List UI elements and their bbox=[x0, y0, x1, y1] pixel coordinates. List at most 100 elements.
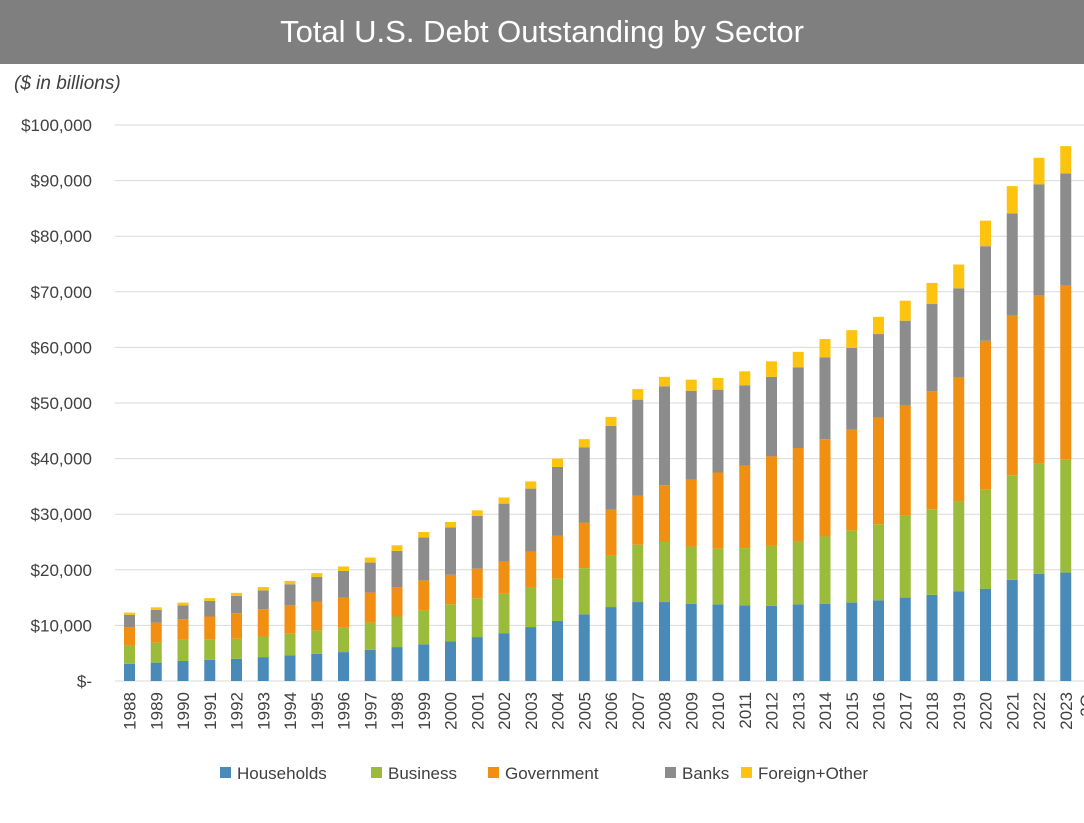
x-tick-label: 2020 bbox=[977, 692, 996, 730]
bar-banks bbox=[284, 584, 296, 606]
x-tick-label: 1992 bbox=[228, 692, 247, 730]
bar-banks bbox=[739, 385, 751, 466]
bar-business bbox=[231, 638, 242, 659]
bar-banks bbox=[712, 389, 724, 473]
bar-foreign-other bbox=[605, 416, 617, 426]
bar-households bbox=[1006, 579, 1018, 681]
bar-foreign-other bbox=[124, 612, 135, 615]
bar-households bbox=[391, 647, 403, 681]
x-tick-label: 2010 bbox=[709, 692, 728, 730]
bar-banks bbox=[418, 537, 430, 581]
bar-government bbox=[124, 627, 135, 646]
bar-foreign-other bbox=[552, 458, 563, 467]
bar-foreign-other bbox=[391, 545, 403, 551]
bar-households bbox=[873, 600, 884, 681]
bar-government bbox=[685, 479, 697, 547]
bar-foreign-other bbox=[1060, 146, 1072, 174]
legend-swatch bbox=[220, 767, 231, 778]
bar-banks bbox=[632, 399, 644, 496]
bar-foreign-other bbox=[792, 351, 804, 368]
bar-business bbox=[605, 555, 617, 608]
y-tick-label: $40,000 bbox=[31, 450, 92, 469]
bar-households bbox=[712, 604, 724, 681]
x-axis-tick-labels: 1988 1989 1990 1991 1992 1993 1994 1995 1996 1997… bbox=[121, 692, 1084, 730]
bar-banks bbox=[873, 334, 884, 418]
legend-label: Business bbox=[388, 764, 457, 783]
bar-government bbox=[953, 377, 965, 502]
legend-label: Government bbox=[505, 764, 599, 783]
bar-business bbox=[1006, 475, 1018, 580]
bar-households bbox=[1033, 573, 1045, 681]
legend-label: Foreign+Other bbox=[758, 764, 868, 783]
x-tick-label: 2009 bbox=[682, 692, 701, 730]
bar-households bbox=[846, 602, 858, 681]
x-tick-label: 2015 bbox=[843, 692, 862, 730]
bar-government bbox=[284, 605, 296, 634]
bar-foreign-other bbox=[498, 497, 510, 504]
x-tick-label: 1999 bbox=[415, 692, 434, 730]
bar-government bbox=[792, 448, 804, 542]
legend-swatch bbox=[665, 767, 676, 778]
bar-business bbox=[926, 509, 938, 595]
bar-households bbox=[578, 614, 590, 681]
bar-foreign-other bbox=[712, 377, 724, 390]
bar-government bbox=[632, 495, 644, 545]
y-tick-label: $60,000 bbox=[31, 338, 92, 357]
bar-government bbox=[1006, 315, 1018, 476]
bar-banks bbox=[659, 386, 670, 486]
x-tick-label: 1998 bbox=[388, 692, 407, 730]
bar-households bbox=[525, 627, 537, 681]
x-tick-label: 2016 bbox=[870, 692, 889, 730]
bar-government bbox=[498, 561, 510, 594]
y-tick-label: $90,000 bbox=[31, 172, 92, 191]
bar-foreign-other bbox=[899, 300, 911, 321]
y-tick-label: $50,000 bbox=[31, 394, 92, 413]
x-tick-label: 2018 bbox=[923, 692, 942, 730]
bar-foreign-other bbox=[766, 361, 777, 377]
bar-foreign-other bbox=[445, 521, 456, 528]
bar-households bbox=[1060, 572, 1072, 681]
bar-banks bbox=[338, 570, 349, 598]
x-tick-label: 1991 bbox=[201, 692, 220, 730]
bar-foreign-other bbox=[1033, 157, 1045, 185]
bar-households bbox=[204, 659, 216, 681]
bar-business bbox=[257, 636, 269, 658]
bar-government bbox=[873, 417, 884, 525]
x-tick-label: 2012 bbox=[763, 692, 782, 730]
bar-foreign-other bbox=[338, 566, 349, 571]
chart-subtitle: ($ in billions) bbox=[14, 73, 121, 94]
bar-government bbox=[150, 622, 162, 643]
bar-government bbox=[899, 405, 911, 516]
bar-banks bbox=[445, 527, 456, 575]
bar-households bbox=[899, 597, 911, 681]
bar-foreign-other bbox=[685, 379, 697, 391]
bar-banks bbox=[204, 600, 216, 617]
bar-government bbox=[846, 429, 858, 531]
bar-banks bbox=[766, 376, 777, 457]
y-tick-label: $30,000 bbox=[31, 505, 92, 524]
bar-business bbox=[632, 544, 644, 603]
bar-government bbox=[418, 580, 430, 611]
bar-government bbox=[471, 568, 483, 599]
x-tick-label: 1990 bbox=[174, 692, 193, 730]
bar-households bbox=[552, 620, 563, 681]
bar-banks bbox=[980, 246, 991, 341]
bar-business bbox=[124, 645, 135, 664]
bar-business bbox=[391, 616, 403, 648]
bar-banks bbox=[1033, 184, 1045, 296]
y-tick-label: $80,000 bbox=[31, 227, 92, 246]
x-tick-label: 1989 bbox=[147, 692, 166, 730]
y-tick-label: $20,000 bbox=[31, 561, 92, 580]
bar-foreign-other bbox=[659, 376, 670, 387]
bar-banks bbox=[150, 609, 162, 623]
bar-households bbox=[926, 594, 938, 681]
bar-banks bbox=[177, 605, 189, 620]
x-tick-label: 2005 bbox=[575, 692, 594, 730]
bar-households bbox=[498, 633, 510, 681]
bar-foreign-other bbox=[177, 602, 189, 606]
bar-government bbox=[1033, 295, 1045, 464]
x-tick-label: 2021 bbox=[1003, 692, 1022, 730]
bar-government bbox=[578, 522, 590, 569]
bar-households bbox=[257, 657, 269, 681]
x-tick-label: 2013 bbox=[789, 692, 808, 730]
